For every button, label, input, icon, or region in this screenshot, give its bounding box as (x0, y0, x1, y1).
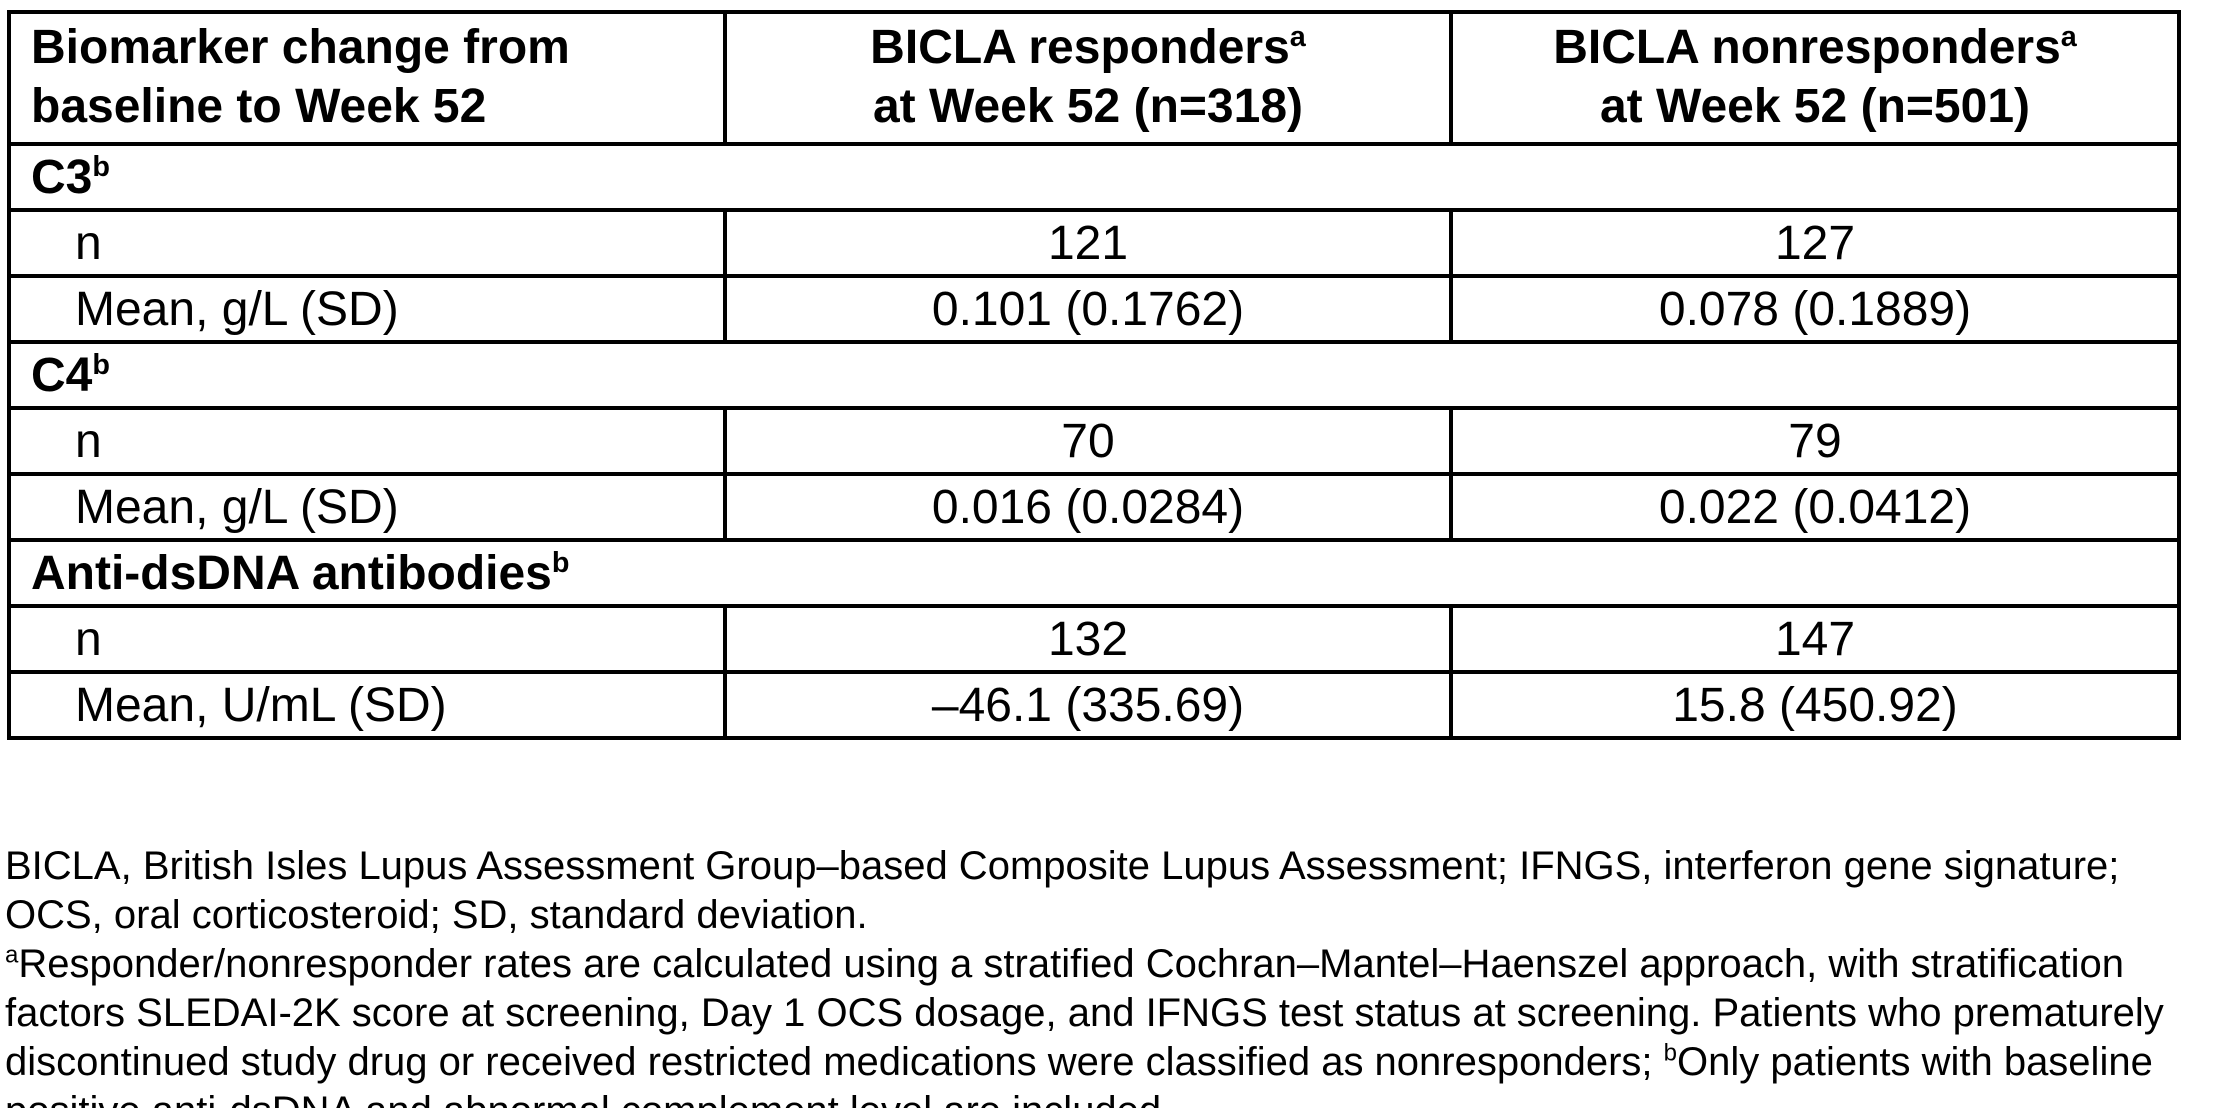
study-notes: aResponder/nonresponder rates are calcul… (5, 940, 2215, 1108)
footnote-marker-a: a (5, 941, 19, 969)
responders-value: 0.101 (0.1762) (723, 274, 1453, 344)
header-line: at Week 52 (n=501) (1599, 80, 2030, 133)
row-label: n (7, 406, 727, 476)
superscript-b: b (92, 348, 110, 381)
footnote-marker-b: b (1663, 1039, 1677, 1067)
footnote-a-text: Responder/nonresponder rates are calcula… (5, 942, 2164, 1084)
section-label: C4b (7, 340, 2181, 410)
row-label: n (7, 604, 727, 674)
abbreviations-note: BICLA, British Isles Lupus Assessment Gr… (5, 842, 2215, 940)
abbreviations-text: BICLA, British Isles Lupus Assessment Gr… (5, 844, 2120, 937)
responders-value: –46.1 (335.69) (723, 670, 1453, 740)
responders-value: 70 (723, 406, 1453, 476)
header-line: baseline to Week 52 (31, 80, 487, 133)
table-row: Mean, g/L (SD) 0.016 (0.0284) 0.022 (0.0… (7, 472, 2181, 542)
table-row: Mean, U/mL (SD) –46.1 (335.69) 15.8 (450… (7, 670, 2181, 740)
row-label: Mean, g/L (SD) (7, 472, 727, 542)
header-line: BICLA nonresponders (1553, 21, 2061, 75)
row-label: Mean, g/L (SD) (7, 274, 727, 344)
superscript-a: a (1289, 21, 1306, 54)
table-row: n 121 127 (7, 208, 2181, 278)
nonresponders-value: 79 (1449, 406, 2181, 476)
table-row: Mean, g/L (SD) 0.101 (0.1762) 0.078 (0.1… (7, 274, 2181, 344)
section-row-anti-dsdna: Anti-dsDNA antibodiesb (7, 538, 2181, 608)
responders-value: 121 (723, 208, 1453, 278)
superscript-b: b (551, 546, 570, 579)
responders-value: 0.016 (0.0284) (723, 472, 1453, 542)
footnotes: BICLA, British Isles Lupus Assessment Gr… (5, 842, 2215, 1108)
section-name: Anti-dsDNA antibodies (31, 546, 552, 600)
biomarker-table: Biomarker change from baseline to Week 5… (7, 10, 2181, 740)
nonresponders-value: 127 (1449, 208, 2181, 278)
header-line: BICLA responders (870, 21, 1290, 75)
section-name: C3 (31, 150, 93, 204)
section-row-c3: C3b (7, 142, 2181, 212)
column-header-biomarker: Biomarker change from baseline to Week 5… (7, 10, 727, 146)
column-header-nonresponders: BICLA nonrespondersa at Week 52 (n=501) (1449, 10, 2181, 146)
section-label: C3b (7, 142, 2181, 212)
section-name: C4 (31, 348, 93, 402)
nonresponders-value: 0.078 (0.1889) (1449, 274, 2181, 344)
superscript-a: a (2060, 21, 2077, 54)
nonresponders-value: 0.022 (0.0412) (1449, 472, 2181, 542)
table-header-row: Biomarker change from baseline to Week 5… (7, 10, 2181, 146)
table-row: n 132 147 (7, 604, 2181, 674)
footnote-b-text: Only patients with baseline positive ant… (5, 1040, 2153, 1108)
section-label: Anti-dsDNA antibodiesb (7, 538, 2181, 608)
header-line: Biomarker change from (31, 21, 570, 75)
nonresponders-value: 147 (1449, 604, 2181, 674)
nonresponders-value: 15.8 (450.92) (1449, 670, 2181, 740)
superscript-b: b (92, 150, 110, 183)
header-line: at Week 52 (n=318) (872, 80, 1303, 133)
column-header-responders: BICLA respondersa at Week 52 (n=318) (723, 10, 1453, 146)
row-label: Mean, U/mL (SD) (7, 670, 727, 740)
row-label: n (7, 208, 727, 278)
responders-value: 132 (723, 604, 1453, 674)
section-row-c4: C4b (7, 340, 2181, 410)
table-row: n 70 79 (7, 406, 2181, 476)
